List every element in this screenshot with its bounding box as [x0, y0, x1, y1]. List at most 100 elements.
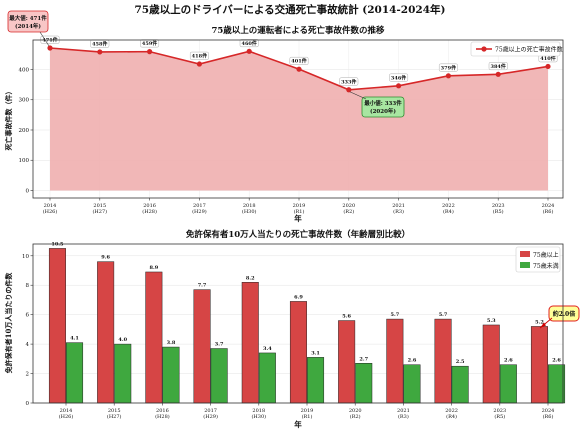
x-tick-sublabel: (H27)	[107, 413, 122, 420]
y-tick-label: 2	[26, 372, 30, 378]
bar-value-label: 2.6	[408, 358, 417, 364]
data-point	[545, 63, 551, 70]
y-axis-ticks: 0 2 4 6 8 10	[22, 254, 33, 407]
data-label-box	[488, 62, 508, 71]
bar-value-label: 2.7	[359, 356, 368, 362]
bar-75plus	[530, 326, 548, 404]
bar-value-label: 8.2	[246, 275, 255, 281]
figure-title: 75歳以上のドライバーによる交通死亡事故統計 (2014-2024年)	[135, 3, 446, 16]
bar-value-label: 3.7	[215, 342, 224, 348]
data-point	[296, 66, 302, 72]
x-tick-sublabel: (R2)	[350, 413, 361, 420]
bar-chart-frame	[32, 243, 564, 404]
y-axis-ticks: 0 100 200 300 400	[19, 67, 33, 195]
bar-under75	[66, 342, 84, 404]
data-point	[495, 71, 501, 77]
x-tick-sublabel: (R5)	[493, 208, 504, 215]
min-annotation-line2: (2020年)	[370, 107, 396, 115]
x-tick-sublabel: (H28)	[142, 208, 157, 215]
y-tick-label: 8	[26, 283, 30, 289]
bar-value-label: 5.7	[390, 312, 399, 318]
bar-value-label: 2.5	[456, 359, 465, 365]
x-tick-sublabel: (H27)	[92, 208, 107, 215]
bar-75plus	[48, 248, 66, 404]
x-tick-label: 2018	[252, 408, 265, 414]
bar-value-label: 5.7	[439, 312, 448, 318]
legend-marker-swatch	[481, 46, 487, 52]
data-point	[196, 61, 202, 67]
y-tick-label: 300	[19, 98, 30, 104]
data-label: 410件	[540, 55, 555, 62]
x-tick-sublabel: (H29)	[203, 413, 218, 420]
bar-value-label: 9.6	[101, 255, 110, 261]
bar-chart-legend: 75歳以上 75歳未満	[515, 246, 561, 273]
data-label-box	[189, 51, 209, 60]
y-tick-label: 6	[26, 313, 30, 319]
bars	[48, 248, 566, 404]
x-tick-label: 2015	[108, 408, 121, 414]
area-fill	[50, 48, 548, 191]
area-chart-frame	[32, 39, 564, 199]
bar-under75	[210, 348, 228, 404]
data-label: 418件	[192, 53, 207, 60]
bar-chart: 免許保有者10万人当たりの死亡事故件数（年齢層別比較） 2014(H26)201…	[4, 229, 580, 429]
bar-75plus	[338, 320, 356, 404]
bar-75plus	[193, 289, 211, 404]
x-tick-sublabel: (R4)	[443, 208, 454, 215]
x-tick-label: 2014	[44, 203, 57, 209]
bar-under75	[162, 346, 180, 404]
data-point	[97, 49, 103, 55]
x-tick-sublabel: (H28)	[155, 413, 170, 420]
data-point	[246, 48, 252, 54]
data-label-box	[239, 39, 259, 48]
bar-chart-xlabel: 年	[294, 419, 302, 429]
data-label: 333件	[341, 78, 356, 85]
bar-value-label: 2.6	[504, 358, 513, 364]
bar-chart-ylabel: 免許保有者10万人当たりの件数	[4, 272, 13, 374]
data-point	[445, 73, 451, 79]
min-annotation-arrow	[349, 91, 367, 100]
x-tick-label: 2019	[293, 203, 306, 209]
bar-value-label: 2.6	[552, 358, 561, 364]
data-point	[346, 87, 352, 93]
bar-value-label: 3.8	[167, 340, 176, 346]
x-tick-label: 2014	[60, 408, 73, 414]
bar-value-label: 4.1	[70, 336, 79, 342]
x-tick-label: 2022	[445, 408, 458, 414]
y-tick-label: 0	[26, 401, 30, 407]
x-tick-label: 2020	[342, 203, 355, 209]
ratio-annotation-arrowhead	[540, 322, 546, 328]
bar-75plus	[97, 261, 115, 404]
data-label: 346件	[391, 74, 406, 81]
x-tick-label: 2018	[243, 203, 256, 209]
area-polygon	[50, 48, 548, 191]
data-label: 379件	[441, 64, 456, 71]
bar-under75	[451, 365, 469, 404]
x-tick-sublabel: (H29)	[192, 208, 207, 215]
area-chart-legend: 75歳以上の死亡事故件数	[470, 41, 563, 57]
data-label: 384件	[490, 63, 505, 70]
legend-swatch-75plus	[520, 251, 530, 257]
bar-value-label: 3.4	[263, 346, 272, 352]
area-chart-xlabel: 年	[294, 213, 302, 223]
bar-value-label: 5.6	[342, 314, 351, 320]
x-tick-sublabel: (R1)	[302, 413, 313, 420]
bar-75plus	[386, 318, 404, 404]
data-point	[47, 45, 53, 51]
y-tick-label: 4	[26, 342, 30, 348]
ratio-annotation-text: 約2.0倍	[553, 310, 575, 318]
x-tick-sublabel: (R3)	[393, 208, 404, 215]
bar-value-label: 6.9	[294, 294, 303, 300]
bar-value-label: 5.3	[487, 318, 496, 324]
bar-under75	[548, 364, 566, 404]
bar-value-label: 10.5	[51, 241, 64, 247]
data-label-box	[289, 56, 309, 65]
data-label: 459件	[142, 40, 157, 47]
bar-value-label: 8.9	[149, 265, 158, 271]
data-label: 458件	[92, 40, 107, 47]
x-tick-label: 2024	[542, 408, 555, 414]
data-label: 460件	[241, 40, 256, 47]
legend-label-under75: 75歳未満	[533, 262, 559, 270]
x-tick-label: 2019	[301, 408, 314, 414]
area-chart: 75歳以上の運転者による死亡事故件数の推移 2014(H26) 2015(H27)…	[4, 10, 564, 223]
